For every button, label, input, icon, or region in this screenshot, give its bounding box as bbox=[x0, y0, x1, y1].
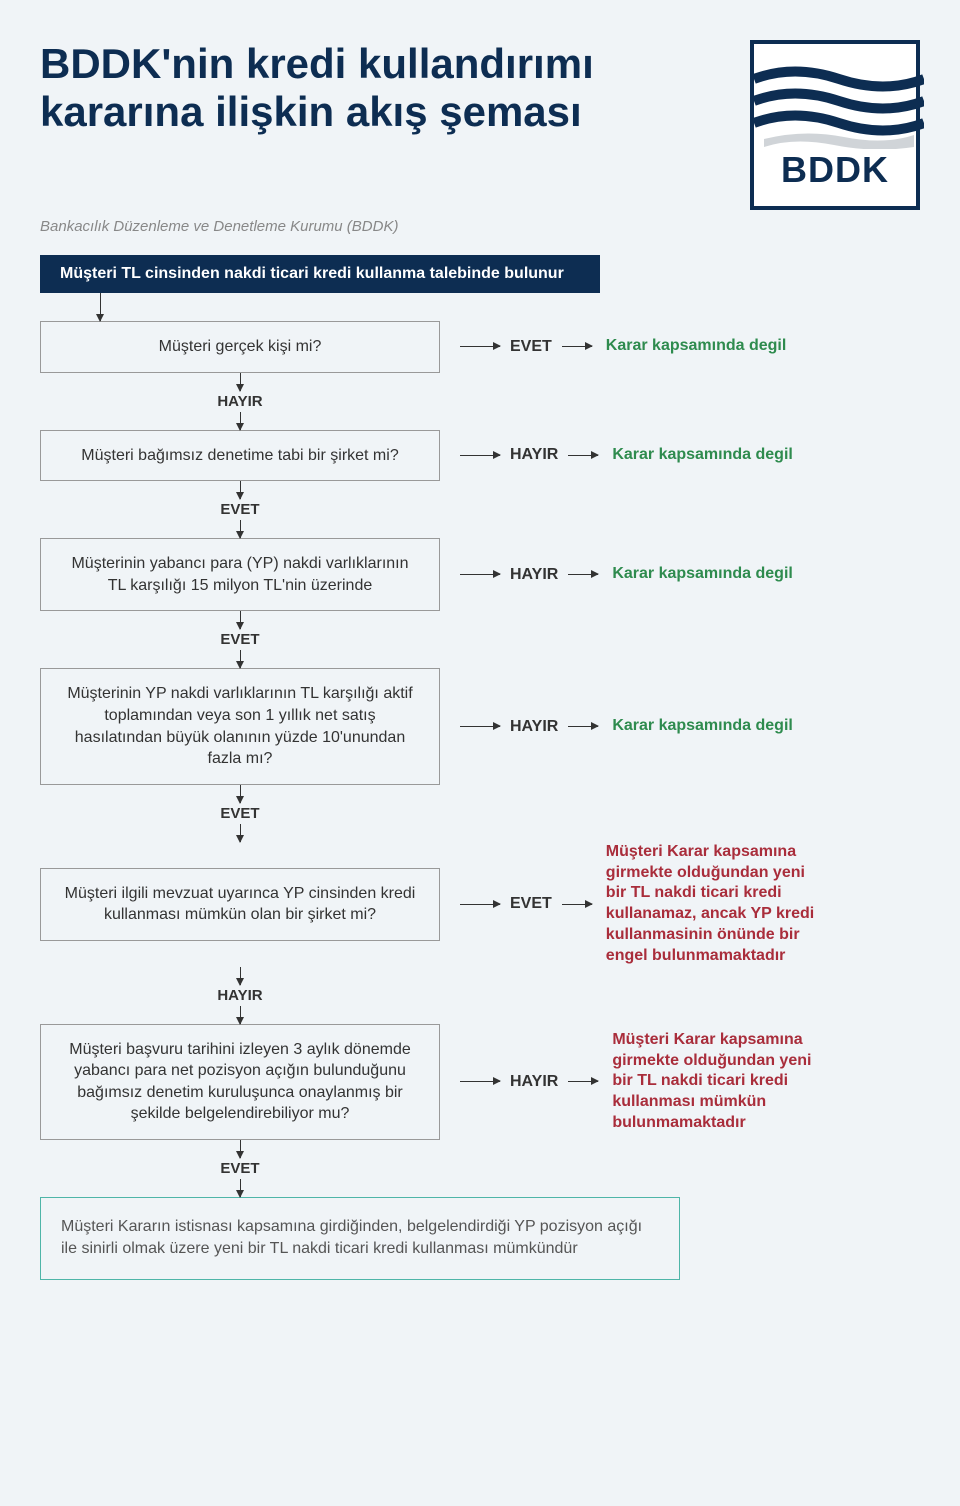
logo-text: BDDK bbox=[781, 149, 889, 191]
page-title: BDDK'nin kredi kullandırımı kararına ili… bbox=[40, 40, 640, 137]
bddk-logo: BDDK bbox=[750, 40, 920, 210]
flow-step: Müşterinin YP nakdi varlıklarının TL kar… bbox=[40, 668, 920, 784]
flow-step: Müşterinin yabancı para (YP) nakdi varlı… bbox=[40, 538, 920, 611]
result-node: Karar kapsamında degil bbox=[612, 445, 793, 466]
arrow-right-icon bbox=[460, 726, 500, 727]
branch-label: HAYIR bbox=[510, 566, 558, 584]
arrow-right-icon bbox=[460, 346, 500, 347]
down-label: EVET bbox=[220, 803, 259, 824]
arrow-right-icon bbox=[460, 904, 500, 905]
connector: EVET bbox=[40, 481, 440, 538]
decision-node: Müşteri bağımsız denetime tabi bir şirke… bbox=[40, 430, 440, 482]
header: BDDK'nin kredi kullandırımı kararına ili… bbox=[40, 40, 920, 210]
connector: EVET bbox=[40, 611, 440, 668]
result-node: Karar kapsamında degil bbox=[606, 336, 787, 357]
start-node: Müşteri TL cinsinden nakdi ticari kredi … bbox=[40, 255, 600, 293]
arrow-right-icon bbox=[568, 1081, 598, 1082]
down-label: EVET bbox=[220, 629, 259, 650]
result-node: Karar kapsamında degil bbox=[612, 564, 793, 585]
final-node: Müşteri Kararın istisnası kapsamına gird… bbox=[40, 1197, 680, 1280]
arrow-right-icon bbox=[562, 346, 592, 347]
branch-label: EVET bbox=[510, 895, 552, 913]
logo-waves-icon bbox=[754, 59, 916, 149]
down-label: EVET bbox=[220, 1158, 259, 1179]
arrow-right-icon bbox=[568, 726, 598, 727]
result-node: Karar kapsamında degil bbox=[612, 716, 793, 737]
down-label: HAYIR bbox=[217, 985, 262, 1006]
down-label: HAYIR bbox=[217, 391, 262, 412]
flow-step: Müşteri ilgili mevzuat uyarınca YP cinsi… bbox=[40, 842, 920, 967]
result-node: Müşteri Karar kapsamına girmekte olduğun… bbox=[606, 842, 826, 967]
down-label: EVET bbox=[220, 499, 259, 520]
arrow-right-icon bbox=[568, 574, 598, 575]
connector bbox=[40, 293, 440, 321]
flow-step: Müşteri bağımsız denetime tabi bir şirke… bbox=[40, 430, 920, 482]
result-node: Müşteri Karar kapsamına girmekte olduğun… bbox=[612, 1030, 832, 1134]
flow-step: Müşteri başvuru tarihini izleyen 3 aylık… bbox=[40, 1024, 920, 1140]
branch-label: HAYIR bbox=[510, 446, 558, 464]
arrow-right-icon bbox=[562, 904, 592, 905]
branch-label: HAYIR bbox=[510, 718, 558, 736]
branch-label: EVET bbox=[510, 338, 552, 356]
decision-node: Müşteri gerçek kişi mi? bbox=[40, 321, 440, 373]
decision-node: Müşterinin YP nakdi varlıklarının TL kar… bbox=[40, 668, 440, 784]
decision-node: Müşteri başvuru tarihini izleyen 3 aylık… bbox=[40, 1024, 440, 1140]
arrow-right-icon bbox=[460, 1081, 500, 1082]
branch-label: HAYIR bbox=[510, 1073, 558, 1091]
flow-step: Müşteri gerçek kişi mi? EVET Karar kapsamı… bbox=[40, 321, 920, 373]
decision-node: Müşteri ilgili mevzuat uyarınca YP cinsi… bbox=[40, 868, 440, 941]
subtitle: Bankacılık Düzenleme ve Denetleme Kurumu… bbox=[40, 218, 920, 235]
arrow-right-icon bbox=[460, 574, 500, 575]
connector: HAYIR bbox=[40, 373, 440, 430]
arrow-right-icon bbox=[568, 455, 598, 456]
decision-node: Müşterinin yabancı para (YP) nakdi varlı… bbox=[40, 538, 440, 611]
connector: EVET bbox=[40, 785, 440, 842]
flowchart: Müşteri TL cinsinden nakdi ticari kredi … bbox=[40, 255, 920, 1280]
connector: EVET bbox=[40, 1140, 440, 1197]
arrow-right-icon bbox=[460, 455, 500, 456]
connector: HAYIR bbox=[40, 967, 440, 1024]
